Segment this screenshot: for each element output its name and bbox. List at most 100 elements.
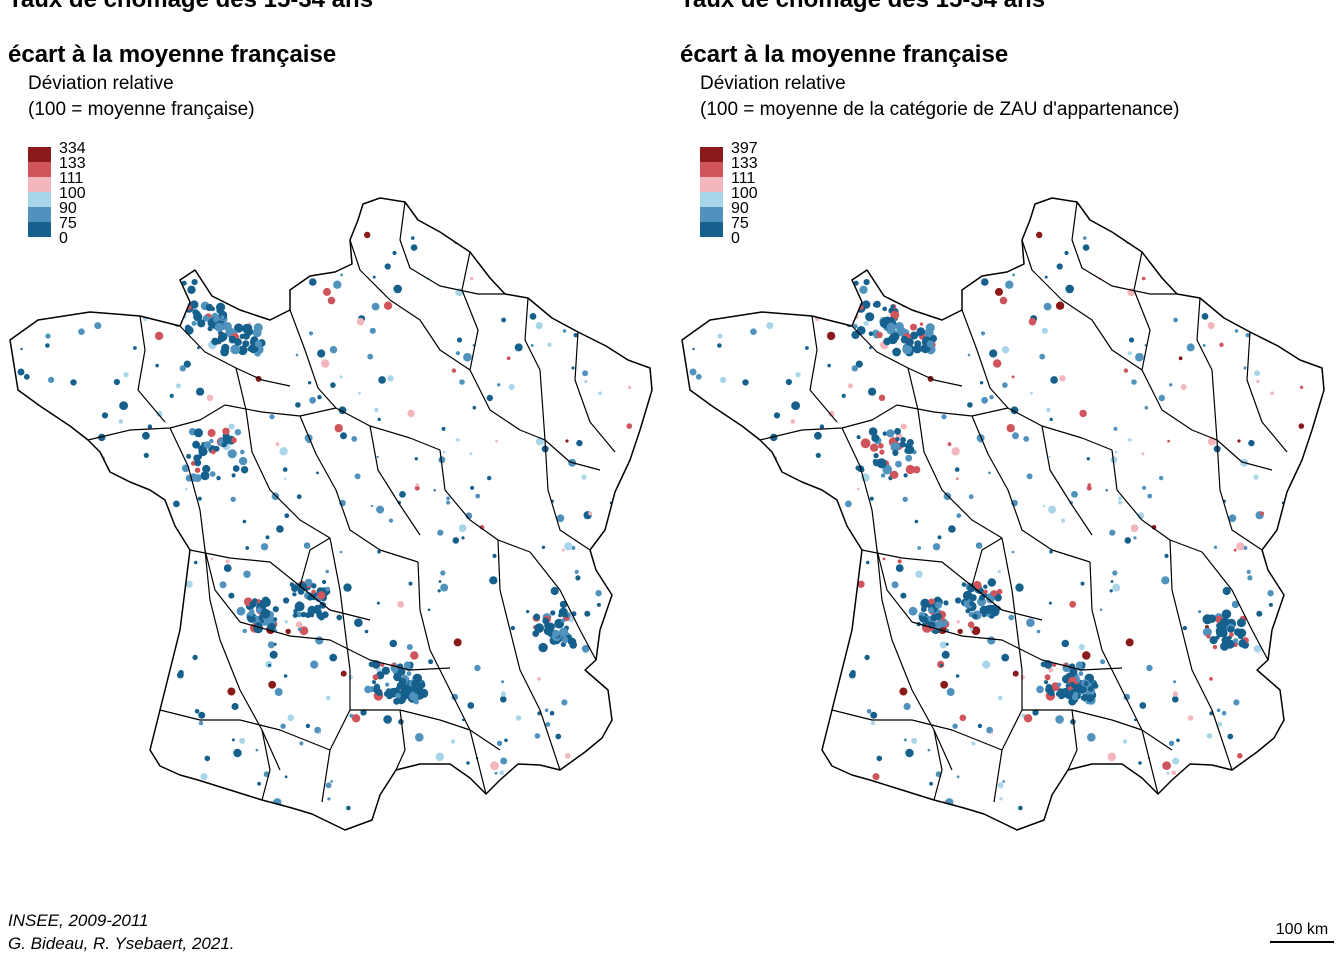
- commune-patch: [466, 761, 470, 765]
- commune-patch: [228, 592, 235, 599]
- commune-patch: [1026, 618, 1035, 627]
- commune-patch: [892, 347, 901, 357]
- commune-patch: [851, 299, 856, 304]
- commune-patch: [87, 458, 91, 462]
- department-boundary: [239, 621, 451, 671]
- commune-patch: [24, 238, 30, 245]
- commune-patch: [961, 582, 967, 587]
- commune-patch: [912, 344, 922, 354]
- commune-patch: [156, 274, 160, 277]
- commune-patch: [952, 274, 958, 279]
- commune-patch: [191, 279, 198, 286]
- commune-patch: [1164, 553, 1169, 558]
- commune-patch: [70, 256, 78, 264]
- commune-patch: [900, 437, 906, 443]
- commune-patch: [364, 231, 371, 239]
- commune-patch: [140, 490, 147, 497]
- commune-patch: [207, 429, 216, 437]
- commune-patch: [550, 586, 559, 596]
- commune-patch: [1036, 685, 1044, 694]
- commune-patch: [119, 401, 128, 410]
- commune-patch: [1141, 276, 1146, 281]
- commune-patch: [1280, 624, 1287, 632]
- commune-patch: [70, 497, 75, 503]
- commune-patch: [177, 301, 186, 310]
- commune-patch: [1257, 253, 1263, 259]
- commune-patch: [1158, 394, 1165, 402]
- commune-patch: [1112, 570, 1118, 576]
- commune-patch: [999, 296, 1008, 305]
- commune-patch: [1186, 241, 1195, 250]
- commune-patch: [378, 376, 386, 384]
- commune-patch: [902, 344, 913, 355]
- commune-patch: [252, 345, 259, 352]
- commune-patch: [272, 606, 279, 613]
- commune-patch: [925, 620, 930, 625]
- commune-patch: [222, 434, 232, 444]
- commune-patch: [184, 246, 194, 255]
- commune-patch: [45, 333, 51, 339]
- commune-patch: [1187, 715, 1194, 721]
- commune-patch: [209, 438, 214, 444]
- commune-patch: [61, 435, 69, 442]
- commune-patch: [1180, 384, 1187, 390]
- commune-patch: [1185, 235, 1191, 241]
- commune-patch: [777, 479, 785, 488]
- commune-patch: [1298, 746, 1303, 751]
- commune-patch: [948, 525, 956, 533]
- commune-patch: [452, 537, 460, 544]
- commune-patch: [376, 667, 382, 673]
- commune-patch: [1167, 254, 1173, 259]
- commune-patch: [562, 313, 570, 321]
- commune-patch: [44, 496, 53, 505]
- commune-patch: [427, 608, 431, 612]
- commune-patch: [1139, 702, 1147, 709]
- commune-patch: [70, 379, 77, 386]
- commune-patch: [900, 423, 907, 430]
- commune-patch: [906, 338, 914, 346]
- commune-patch: [1215, 635, 1220, 640]
- commune-patch: [26, 610, 35, 619]
- commune-patch: [1123, 368, 1129, 373]
- commune-patch: [388, 518, 394, 523]
- commune-patch: [821, 784, 825, 789]
- commune-patch: [304, 578, 313, 587]
- commune-patch: [1247, 575, 1253, 581]
- commune-patch: [1197, 808, 1203, 814]
- commune-patch: [1125, 638, 1134, 647]
- department-boundary: [971, 415, 1091, 563]
- commune-patch: [800, 727, 806, 733]
- commune-patch: [456, 438, 460, 442]
- commune-patch: [939, 280, 945, 286]
- commune-patch: [742, 256, 750, 264]
- commune-patch: [284, 477, 287, 480]
- commune-patch: [140, 681, 150, 691]
- commune-patch: [183, 360, 191, 368]
- commune-patch: [292, 612, 298, 618]
- commune-patch: [192, 440, 201, 449]
- commune-patch: [692, 224, 698, 230]
- commune-patch: [711, 251, 720, 260]
- department-boundary: [204, 549, 281, 771]
- commune-patch: [1048, 667, 1054, 673]
- commune-patch: [134, 612, 139, 617]
- commune-patch: [299, 741, 304, 746]
- commune-patch: [283, 597, 290, 604]
- legend-title: Déviation relative: [700, 73, 846, 94]
- commune-patch: [1267, 228, 1271, 232]
- commune-patch: [1100, 818, 1104, 822]
- commune-patch: [628, 385, 632, 389]
- commune-patch: [865, 560, 870, 565]
- commune-patch: [1069, 682, 1075, 688]
- commune-patch: [1248, 276, 1253, 281]
- commune-patch: [542, 283, 547, 289]
- commune-patch: [721, 618, 726, 622]
- commune-patch: [576, 439, 583, 447]
- commune-patch: [372, 680, 376, 685]
- commune-patch: [470, 485, 475, 490]
- commune-patch: [1048, 689, 1053, 694]
- commune-patch: [956, 775, 960, 779]
- commune-patch: [113, 378, 120, 386]
- commune-patch: [702, 507, 711, 517]
- commune-patch: [608, 615, 616, 622]
